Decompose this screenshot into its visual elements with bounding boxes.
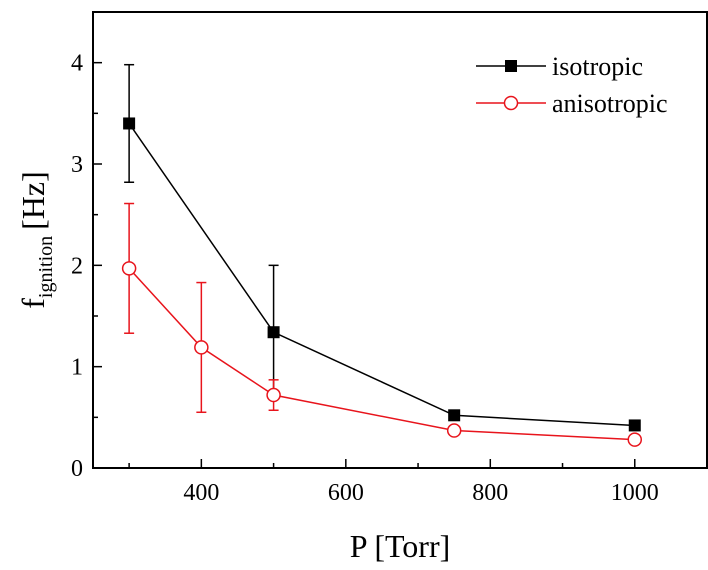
y-tick-label-2: 2 — [71, 253, 83, 279]
data-point-isotropic-500 — [267, 326, 280, 339]
data-point-isotropic-1000 — [628, 419, 641, 432]
x-tick-label-1000: 1000 — [611, 480, 659, 506]
y-axis-label-unit: [Hz] — [15, 171, 51, 230]
series-line-anisotropic — [128, 267, 635, 441]
legend-label-anisotropic: anisotropic — [552, 89, 668, 118]
data-point-anisotropic-1000 — [627, 432, 643, 447]
y-axis-label-main: f — [15, 298, 51, 309]
x-axis-label: P [Torr] — [350, 528, 451, 564]
plot-frame — [92, 11, 708, 469]
legend-marker-anisotropic — [503, 95, 519, 111]
data-point-anisotropic-300 — [121, 261, 137, 276]
series-line-isotropic — [128, 123, 635, 427]
legend-entry-anisotropic: anisotropic — [476, 89, 668, 118]
legend: isotropic anisotropic — [476, 52, 668, 118]
data-point-isotropic-750 — [448, 409, 461, 422]
axis-ticks: 400 600 800 1000 0 1 2 3 4 — [71, 51, 659, 506]
x-tick-label-800: 800 — [472, 480, 508, 506]
y-tick-label-1: 1 — [71, 355, 83, 381]
series-anisotropic — [121, 202, 643, 447]
legend-entry-isotropic: isotropic — [476, 52, 643, 81]
data-point-anisotropic-400 — [194, 340, 209, 355]
data-point-isotropic-300 — [123, 117, 136, 130]
data-point-anisotropic-500 — [266, 387, 281, 403]
data-point-anisotropic-750 — [446, 423, 462, 438]
y-axis-label: fignition [Hz] — [15, 171, 57, 309]
x-tick-label-400: 400 — [183, 480, 219, 506]
legend-marker-isotropic — [505, 60, 517, 72]
y-tick-label-3: 3 — [71, 152, 83, 178]
x-tick-label-600: 600 — [328, 480, 364, 506]
y-tick-label-4: 4 — [71, 51, 83, 77]
y-tick-label-0: 0 — [71, 456, 83, 482]
plot-area — [121, 63, 643, 447]
legend-label-isotropic: isotropic — [552, 52, 643, 81]
y-axis-label-subscript: ignition — [35, 236, 57, 298]
